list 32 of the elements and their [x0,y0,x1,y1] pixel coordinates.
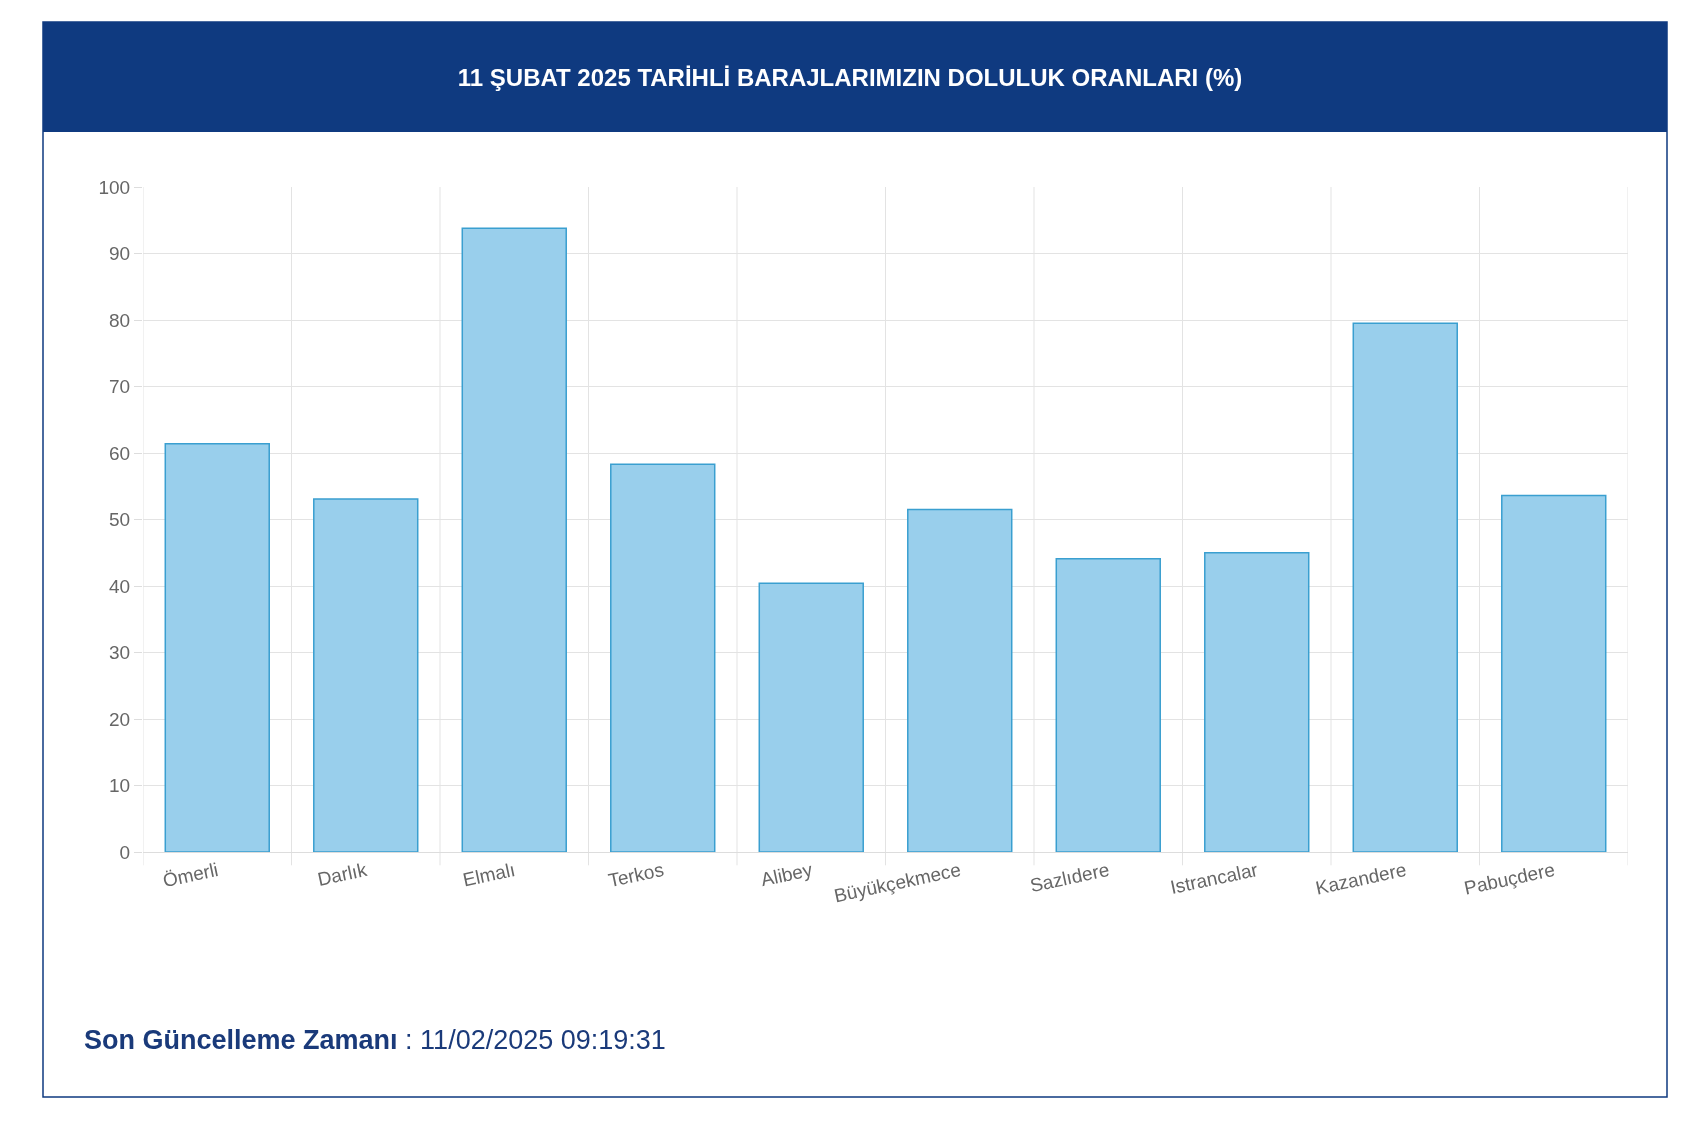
chart-title: 11 ŞUBAT 2025 TARİHLİ BARAJLARIMIZIN DOLULUK ORANLARI (%) [457,64,1243,92]
x-tick-label: Alibey [759,858,815,891]
bar [1055,557,1161,852]
x-tick-label: Sazlıdere [1028,858,1112,897]
x-tick-label: Ömerli [160,858,221,892]
x-tick-label: Terkos [606,858,666,892]
y-tick-label: 60 [109,442,131,464]
y-tick-label: 40 [109,575,131,597]
x-tick-label: Istrancalar [1168,858,1261,898]
y-tick-label: 90 [109,243,131,265]
y-tick-label: 0 [119,841,131,863]
bar [461,227,567,852]
bar [313,498,419,852]
bar [1204,552,1310,852]
x-tick-label: Pabuçdere [1462,858,1557,899]
x-tick-label: Darlık [315,858,370,890]
y-tick-label: 70 [109,376,131,398]
bar [1352,322,1458,852]
y-tick-label: 50 [109,509,131,531]
bar [758,582,864,852]
bar [907,508,1013,852]
bar [1501,494,1607,852]
x-tick-label: Elmalı [461,858,518,891]
y-tick-label: 30 [109,642,131,664]
y-tick-label: 80 [109,309,131,331]
y-tick-label: 10 [109,775,131,797]
x-tick-label: Kazandere [1313,858,1409,899]
bar [610,463,716,852]
text: Son Güncelleme Zamanı : 11/02/2025 09:19:31 [84,1025,666,1055]
y-tick-label: 20 [109,708,131,730]
y-tick-label: 100 [98,176,131,198]
bar [164,442,270,852]
